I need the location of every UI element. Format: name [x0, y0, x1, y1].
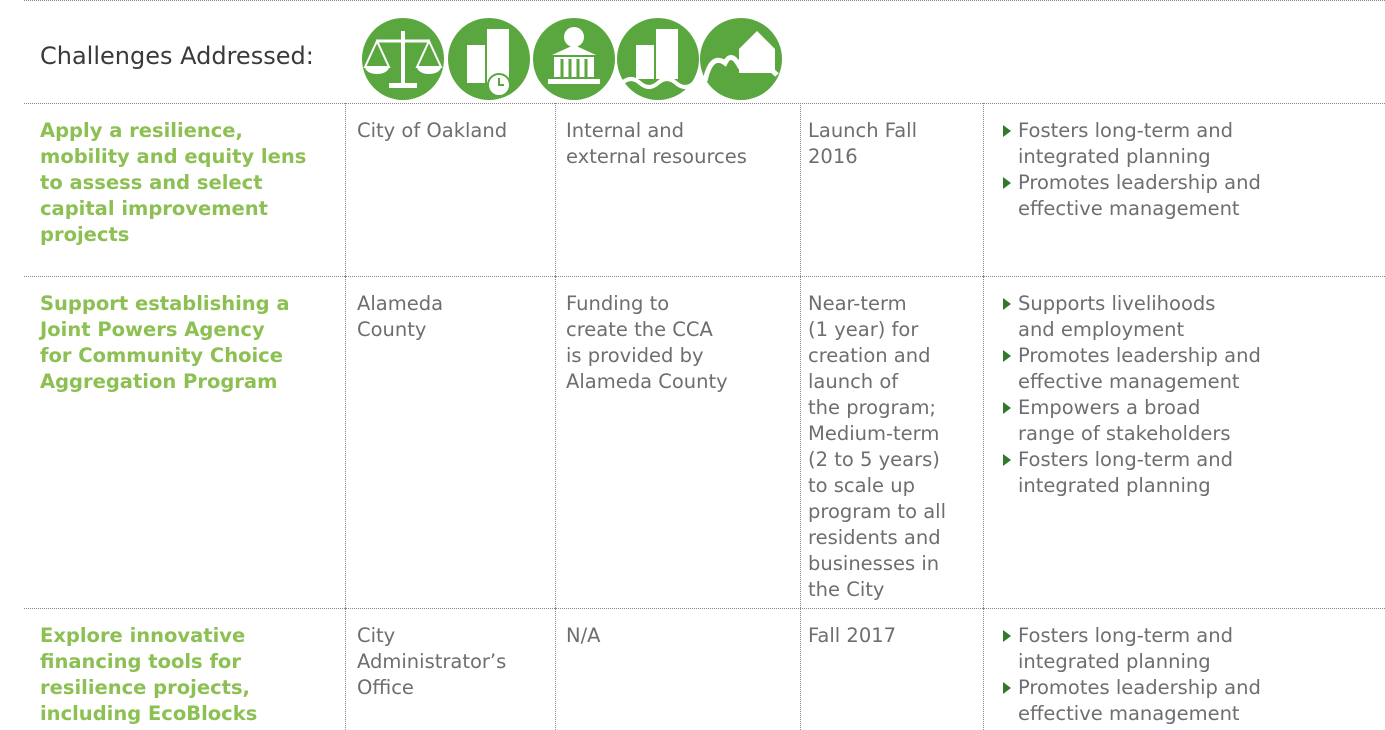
challenges-title: Challenges Addressed: — [40, 42, 314, 70]
benefit-line: Fosters long-term and — [1018, 624, 1233, 647]
action-line: Explore innovative — [40, 624, 246, 647]
icon-flood-house — [700, 18, 782, 100]
top-rule — [24, 0, 1385, 1]
benefit-line: Supports livelihoods — [1018, 292, 1216, 315]
lead-line: County — [357, 318, 427, 341]
row-rule — [24, 103, 1385, 104]
lead-line: Office — [357, 676, 414, 699]
benefit-line: Promotes leadership and — [1018, 344, 1261, 367]
timeline-line: 2016 — [808, 145, 858, 168]
action-line: capital improvement — [40, 197, 268, 220]
timeline-line: Launch Fall — [808, 119, 918, 142]
column-rule — [800, 103, 801, 276]
resources-line: Funding to — [566, 292, 670, 315]
benefit-line: and employment — [1018, 318, 1185, 341]
resources-line: Alameda County — [566, 370, 728, 393]
timeline-line: Near-term — [808, 292, 907, 315]
resources-line: Internal and — [566, 119, 685, 142]
benefit-line: Fosters long-term and — [1018, 119, 1233, 142]
icon-buildings-water — [617, 18, 699, 100]
bullet — [1003, 454, 1011, 466]
benefit-line: effective management — [1018, 197, 1240, 220]
action-line: resilience projects, — [40, 676, 250, 699]
column-rule — [345, 276, 346, 608]
action-line: projects — [40, 223, 130, 246]
benefit-line: integrated planning — [1018, 474, 1211, 497]
action-line: Support establishing a — [40, 292, 290, 315]
column-rule — [983, 608, 984, 730]
bullet — [1003, 402, 1011, 414]
column-rule — [555, 103, 556, 276]
column-rule — [345, 608, 346, 730]
action-line: mobility and equity lens — [40, 145, 307, 168]
benefit-line: Fosters long-term and — [1018, 448, 1233, 471]
icon-capitol — [533, 18, 615, 100]
timeline-line: creation and — [808, 344, 931, 367]
column-rule — [983, 276, 984, 608]
benefit-line: Promotes leadership and — [1018, 676, 1261, 699]
benefit-line: Empowers a broad — [1018, 396, 1201, 419]
column-rule — [800, 608, 801, 730]
action-line: to assess and select — [40, 171, 263, 194]
column-rule — [555, 276, 556, 608]
column-rule — [345, 103, 346, 276]
action-line: Apply a resilience, — [40, 119, 243, 142]
timeline-line: to scale up — [808, 474, 915, 497]
timeline-line: businesses in — [808, 552, 940, 575]
timeline-line: residents and — [808, 526, 941, 549]
resources-line: is provided by — [566, 344, 704, 367]
timeline-line: launch of — [808, 370, 899, 393]
challenge-icons — [362, 18, 782, 100]
action-line: including EcoBlocks — [40, 702, 258, 725]
timeline-line: the City — [808, 578, 885, 601]
column-rule — [800, 276, 801, 608]
bullet — [1003, 350, 1011, 362]
bullet — [1003, 298, 1011, 310]
bullet — [1003, 125, 1011, 137]
action-line: for Community Choice — [40, 344, 283, 367]
benefit-line: integrated planning — [1018, 650, 1211, 673]
timeline-line: (2 to 5 years) — [808, 448, 940, 471]
action-line: Joint Powers Agency — [40, 318, 265, 341]
bullet — [1003, 682, 1011, 694]
timeline-line: Medium-term — [808, 422, 940, 445]
icon-equity — [362, 18, 444, 100]
benefit-line: integrated planning — [1018, 145, 1211, 168]
bullet — [1003, 630, 1011, 642]
row-rule — [24, 276, 1385, 277]
action-line: Aggregation Program — [40, 370, 278, 393]
resources-line: external resources — [566, 145, 747, 168]
timeline-line: the program; — [808, 396, 937, 419]
lead-line: Administrator’s — [357, 650, 507, 673]
timeline-line: program to all — [808, 500, 946, 523]
icon-buildings-clock — [448, 18, 530, 100]
timeline-line: (1 year) for — [808, 318, 919, 341]
resources-line: N/A — [566, 624, 601, 647]
lead-line: Alameda — [357, 292, 444, 315]
benefit-line: Promotes leadership and — [1018, 171, 1261, 194]
row-rule — [24, 608, 1385, 609]
lead-line: City of Oakland — [357, 119, 508, 142]
lead-line: City — [357, 624, 396, 647]
benefit-line: effective management — [1018, 370, 1240, 393]
column-rule — [555, 608, 556, 730]
action-line: financing tools for — [40, 650, 241, 673]
column-rule — [983, 103, 984, 276]
timeline-line: Fall 2017 — [808, 624, 897, 647]
benefit-line: effective management — [1018, 702, 1240, 725]
benefit-line: range of stakeholders — [1018, 422, 1231, 445]
bullet — [1003, 177, 1011, 189]
resources-line: create the CCA — [566, 318, 713, 341]
